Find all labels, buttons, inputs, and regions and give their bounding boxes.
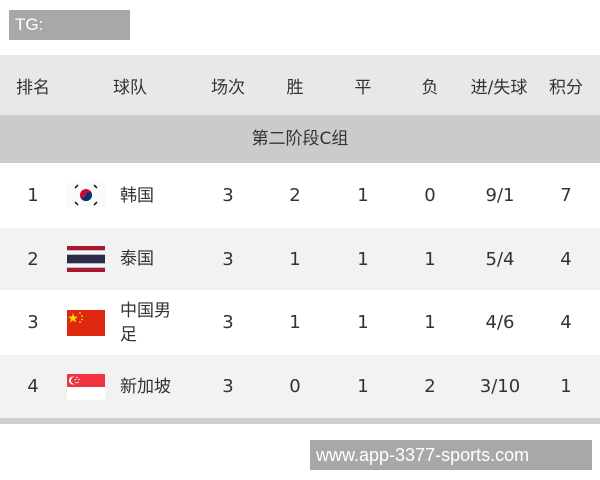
won: 1 bbox=[289, 312, 301, 333]
lost: 1 bbox=[424, 312, 436, 333]
goals: 9/1 bbox=[485, 185, 515, 206]
lost: 1 bbox=[424, 248, 436, 270]
rank: 3 bbox=[27, 312, 39, 333]
points: 1 bbox=[560, 376, 572, 397]
rank: 4 bbox=[27, 376, 39, 397]
header-won: 胜 bbox=[286, 77, 304, 98]
rank: 2 bbox=[27, 248, 39, 270]
south-korea-flag-icon bbox=[67, 183, 105, 207]
team-name: 韩国 bbox=[120, 185, 154, 206]
lost: 2 bbox=[424, 376, 436, 397]
watermark-bottom: www.app-3377-sports.com bbox=[310, 440, 592, 470]
won: 2 bbox=[289, 185, 301, 206]
header-team: 球队 bbox=[113, 77, 147, 98]
goals: 3/10 bbox=[479, 376, 521, 397]
points: 4 bbox=[560, 312, 572, 333]
header-played: 场次 bbox=[211, 77, 245, 98]
thailand-flag-icon bbox=[67, 246, 105, 272]
points: 7 bbox=[560, 185, 572, 206]
points: 4 bbox=[560, 248, 572, 270]
header-rank: 排名 bbox=[16, 77, 50, 98]
played: 3 bbox=[222, 376, 234, 397]
played: 3 bbox=[222, 185, 234, 206]
goals: 4/6 bbox=[485, 312, 515, 333]
table-header: 排名 球队 场次 胜 平 负 进/失球 积分 bbox=[0, 55, 600, 115]
team-name: 泰国 bbox=[120, 249, 154, 269]
table-row[interactable]: 3 中国男足 3 1 1 1 4/6 4 bbox=[0, 290, 600, 355]
drawn: 1 bbox=[357, 185, 369, 206]
china-flag-icon bbox=[67, 310, 105, 336]
table-row[interactable]: 4 新加坡 3 0 1 2 3/10 1 bbox=[0, 355, 600, 418]
header-drawn: 平 bbox=[354, 77, 372, 98]
lost: 0 bbox=[424, 185, 436, 206]
played: 3 bbox=[222, 312, 234, 333]
goals: 5/4 bbox=[485, 248, 515, 270]
header-lost: 负 bbox=[421, 77, 439, 98]
won: 0 bbox=[289, 376, 301, 397]
rank: 1 bbox=[27, 185, 39, 206]
singapore-flag-icon bbox=[67, 374, 105, 400]
table-row[interactable]: 2 泰国 3 1 1 1 5/4 4 bbox=[0, 228, 600, 290]
drawn: 1 bbox=[357, 312, 369, 333]
team-name: 新加坡 bbox=[120, 376, 171, 397]
group-title: 第二阶段C组 bbox=[0, 115, 600, 163]
watermark-top: TG: MYYJJPP bbox=[9, 10, 130, 64]
header-points: 积分 bbox=[549, 77, 583, 98]
team-name: 中国男足 bbox=[120, 300, 171, 345]
drawn: 1 bbox=[357, 376, 369, 397]
header-goals: 进/失球 bbox=[470, 77, 528, 98]
table-bottom-border bbox=[0, 418, 600, 424]
played: 3 bbox=[222, 248, 234, 270]
drawn: 1 bbox=[357, 248, 369, 270]
table-row[interactable]: 1 韩国 3 2 1 0 9/1 7 bbox=[0, 163, 600, 228]
won: 1 bbox=[289, 248, 301, 270]
